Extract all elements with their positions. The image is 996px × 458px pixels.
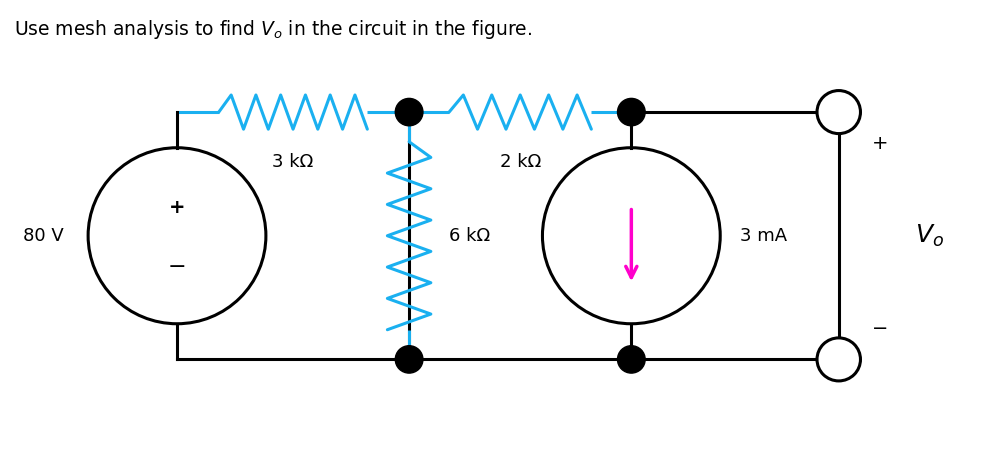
Ellipse shape: [395, 346, 423, 373]
Text: 3 kΩ: 3 kΩ: [273, 153, 314, 170]
Ellipse shape: [395, 98, 423, 126]
Text: 2 kΩ: 2 kΩ: [500, 153, 541, 170]
Text: −: −: [872, 319, 888, 338]
Ellipse shape: [817, 91, 861, 134]
Text: 80 V: 80 V: [23, 227, 64, 245]
Text: +: +: [168, 198, 185, 217]
Text: +: +: [872, 134, 888, 153]
Text: −: −: [167, 256, 186, 277]
Text: 3 mA: 3 mA: [740, 227, 787, 245]
Text: Use mesh analysis to find $V_o$ in the circuit in the figure.: Use mesh analysis to find $V_o$ in the c…: [14, 18, 532, 41]
Ellipse shape: [618, 98, 645, 126]
Ellipse shape: [817, 338, 861, 381]
Ellipse shape: [618, 346, 645, 373]
Text: 6 kΩ: 6 kΩ: [448, 227, 490, 245]
Text: $V_o$: $V_o$: [914, 223, 944, 249]
